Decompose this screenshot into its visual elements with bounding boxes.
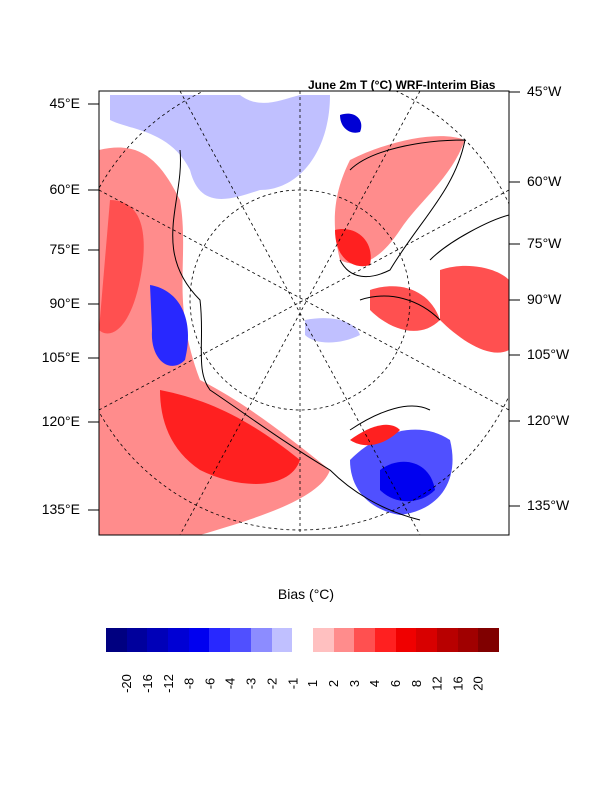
- colorbar-box: [106, 628, 127, 652]
- lon-label: 90°W: [527, 291, 562, 307]
- lon-label: 60°E: [49, 181, 80, 197]
- warm-bias-west: [99, 200, 144, 334]
- warm-bias-siberia: [160, 390, 300, 484]
- colorbar-box: [457, 628, 479, 652]
- colorbar-box: [437, 628, 458, 652]
- cold-bias-alaska-core: [380, 461, 435, 502]
- colorbar-tick-label: 20: [471, 676, 487, 691]
- colorbar-box: [188, 628, 210, 652]
- coastline-greenland: [339, 139, 466, 278]
- cold-bias-greenland-sea: [340, 113, 362, 133]
- colorbar-box: [395, 628, 417, 652]
- colorbar: [106, 628, 500, 652]
- lon-label: 60°W: [527, 173, 562, 189]
- warm-bias-greenland-core: [335, 229, 371, 267]
- colorbar-box: [312, 628, 334, 652]
- colorbar-box: [478, 628, 500, 652]
- warm-bias-canada: [440, 265, 509, 353]
- colorbar-box: [147, 628, 169, 652]
- colorbar-box: [292, 628, 313, 652]
- coastline-eurasia: [172, 149, 421, 521]
- colorbar-box: [126, 628, 148, 652]
- lon-label: 135°E: [41, 501, 80, 517]
- lon-label: 45°W: [527, 83, 562, 99]
- colorbar-box: [209, 628, 231, 652]
- lon-label: 45°E: [49, 95, 80, 111]
- lon-label: 120°W: [527, 412, 570, 428]
- cold-bias-arctic: [110, 95, 330, 199]
- colorbar-box: [168, 628, 189, 652]
- lon-label: 75°W: [527, 235, 562, 251]
- warm-bias-alaska-north: [350, 424, 400, 446]
- lon-label: 105°W: [527, 346, 570, 362]
- cold-bias-arctic-ocean: [305, 318, 360, 343]
- colorbar-title: Bias (°C): [277, 586, 335, 602]
- lon-label: 135°W: [527, 497, 570, 513]
- warm-bias-greenland: [334, 136, 465, 264]
- colorbar-box: [333, 628, 355, 652]
- warm-bias-archipelago: [370, 286, 440, 331]
- warm-bias-eurasia: [99, 147, 330, 535]
- cold-bias-ural: [150, 285, 189, 366]
- colorbar-box: [416, 628, 437, 652]
- lon-label: 105°E: [41, 349, 80, 365]
- lon-label: 120°E: [41, 413, 80, 429]
- colorbar-box: [250, 628, 272, 652]
- colorbar-box: [230, 628, 251, 652]
- lon-label: 75°E: [49, 241, 80, 257]
- colorbar-box: [354, 628, 375, 652]
- map-frame: [98, 90, 510, 536]
- colorbar-box: [374, 628, 396, 652]
- map-title: June 2m T (°C) WRF-Interim Bias: [308, 78, 496, 92]
- coastline-canada: [349, 214, 509, 431]
- lon-label: 90°E: [49, 295, 80, 311]
- colorbar-box: [271, 628, 293, 652]
